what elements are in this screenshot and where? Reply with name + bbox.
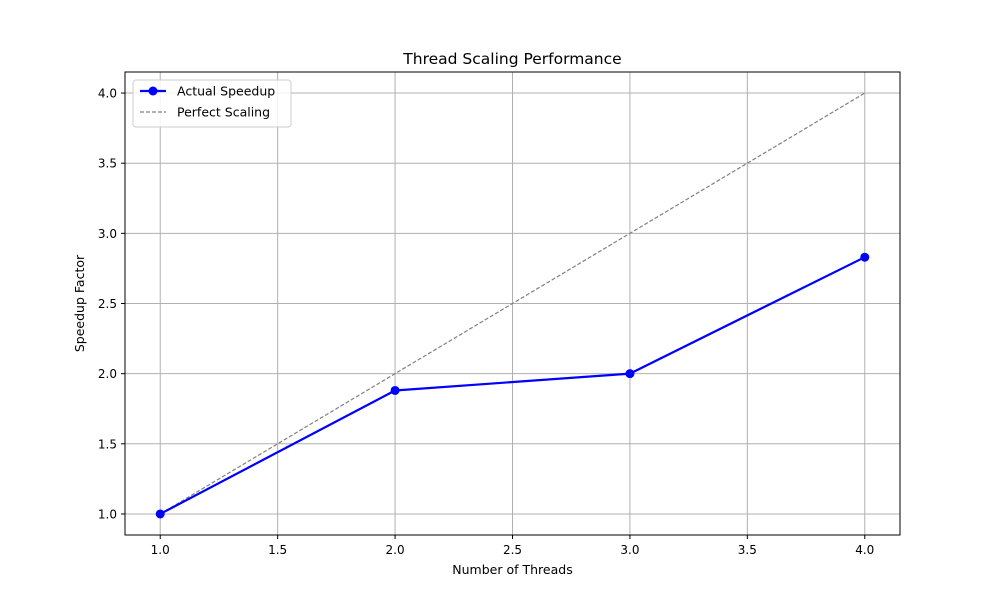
x-tick-label: 1.0: [151, 543, 170, 557]
y-tick-label: 2.5: [98, 297, 117, 311]
data-point-actual-speedup: [860, 252, 870, 262]
legend-box: [132, 79, 292, 128]
y-tick-label: 3.5: [98, 157, 117, 171]
axis-ticks: 1.0 1.5 2.0 2.5 3.0 3.5 4.0 1.0 1.5 2.0 2.5 3.0 3.5 4…: [98, 87, 874, 557]
legend-label-actual-speedup: Actual Speedup: [177, 84, 275, 99]
x-tick-label: 2.5: [503, 543, 522, 557]
y-tick-label: 3.0: [98, 227, 117, 241]
data-point-actual-speedup: [390, 385, 400, 395]
series-line-actual-speedup: [159, 256, 866, 515]
legend-label-perfect-scaling: Perfect Scaling: [177, 105, 270, 120]
legend-marker-actual-speedup: [148, 86, 158, 96]
x-tick-label: 2.0: [386, 543, 405, 557]
data-point-actual-speedup: [625, 369, 635, 379]
y-tick-label: 1.0: [98, 507, 117, 521]
x-tick-label: 4.0: [855, 543, 874, 557]
y-tick-label: 1.5: [98, 437, 117, 451]
chart-title: Thread Scaling Performance: [402, 50, 621, 68]
data-point-actual-speedup: [155, 509, 165, 519]
x-tick-label: 3.5: [738, 543, 757, 557]
x-tick-label: 3.0: [620, 543, 639, 557]
legend: Actual Speedup Perfect Scaling: [132, 79, 292, 128]
series-line-perfect-scaling: [159, 92, 866, 515]
x-tick-label: 1.5: [268, 543, 287, 557]
x-axis-label: Number of Threads: [452, 562, 572, 577]
y-tick-label: 2.0: [98, 367, 117, 381]
y-axis-label: Speedup Factor: [72, 254, 87, 352]
y-tick-label: 4.0: [98, 87, 117, 101]
series-layer: [155, 92, 870, 519]
